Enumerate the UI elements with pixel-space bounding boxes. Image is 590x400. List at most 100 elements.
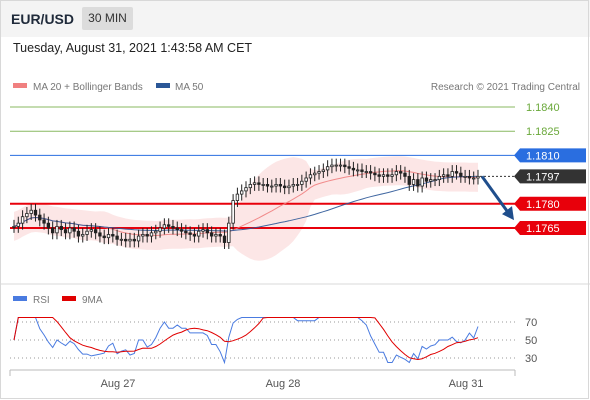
x-tick-aug-27: Aug 27 (101, 378, 136, 390)
price-label-1.1825: 1.1825 (526, 126, 560, 138)
candle-body (313, 172, 317, 176)
candle-body (450, 171, 454, 177)
candle-body (467, 175, 472, 179)
candle-body (403, 172, 407, 177)
candle-body (446, 174, 450, 177)
candle-body (429, 179, 433, 182)
candle-body (106, 234, 111, 239)
candle-body (257, 182, 261, 185)
candle-body (136, 235, 141, 242)
candle-body (377, 174, 381, 177)
candle-body (149, 232, 154, 237)
price-label-1.1810: 1.1810 (514, 148, 586, 163)
forecast-arrow-head (502, 206, 514, 221)
price-label-text: 1.1825 (526, 126, 560, 138)
candle-body (476, 175, 480, 179)
rsi-legend-label: RSI (33, 295, 50, 306)
candle-body (25, 213, 29, 218)
candle-body (141, 234, 145, 237)
candle-body (347, 166, 351, 169)
candle-body (175, 227, 179, 231)
price-label-text: 1.1797 (526, 171, 560, 183)
candle-body (85, 230, 89, 235)
candle-body (317, 171, 321, 174)
candle-body (454, 171, 459, 174)
candle-body (356, 169, 360, 172)
candle-body (420, 177, 424, 187)
candle-body (244, 187, 248, 192)
candle-body (227, 222, 231, 243)
candle-body (386, 174, 390, 177)
candle-body (373, 172, 377, 176)
rsi-ma-line (13, 317, 479, 361)
timestamp: Tuesday, August 31, 2021 1:43:58 AM CET (13, 41, 253, 55)
candle-body (459, 172, 463, 177)
candle-body (72, 227, 76, 232)
candle-body (16, 222, 20, 227)
bollinger-legend-label: MA 20 + Bollinger Bands (33, 82, 143, 93)
candle-body (360, 169, 364, 172)
price-label-1.1797: 1.1797 (514, 169, 586, 184)
ma50-legend-swatch (156, 83, 170, 88)
candle-body (55, 225, 59, 234)
candle-body (252, 182, 257, 185)
candle-body (338, 164, 343, 167)
candle-body (201, 229, 205, 232)
candle-body (433, 179, 437, 182)
candle-body (166, 224, 171, 227)
candle-body (46, 222, 51, 229)
candle-body (235, 193, 240, 201)
candle-body (93, 229, 98, 234)
candle-body (398, 171, 403, 174)
candle-body (33, 209, 38, 216)
candle-body (351, 167, 356, 171)
candle-body (308, 174, 313, 179)
candle-body (472, 177, 476, 180)
candle-body (261, 184, 265, 186)
candle-body (240, 190, 244, 195)
candle-body (12, 225, 16, 228)
timeframe-button[interactable]: 30 MIN (82, 7, 133, 30)
candle-body (63, 229, 68, 234)
candle-body (270, 185, 274, 188)
candle-body (231, 200, 235, 224)
price-label-box (514, 169, 586, 184)
candle-body (124, 238, 128, 242)
x-tick-aug-31: Aug 31 (449, 378, 484, 390)
candle-body (102, 235, 106, 239)
x-tick-aug-28: Aug 28 (266, 378, 301, 390)
candle-body (128, 238, 132, 242)
price-label-text: 1.1765 (526, 223, 560, 235)
candle-body (20, 216, 25, 224)
rsi-tick-70: 70 (525, 317, 537, 329)
candle-body (222, 235, 227, 243)
candle-body (390, 174, 394, 177)
candle-body (304, 177, 308, 182)
bollinger-legend-swatch (13, 83, 27, 88)
price-label-box (514, 221, 586, 235)
candle-body (42, 219, 46, 224)
candle-body (205, 229, 210, 234)
ma50-legend-label: MA 50 (175, 82, 204, 93)
candle-body (184, 230, 188, 234)
candle-body (162, 224, 167, 229)
candle-body (334, 164, 338, 167)
price-label-box (514, 196, 586, 211)
candle-body (265, 184, 270, 187)
candle-body (50, 227, 55, 234)
candle-body (407, 175, 411, 185)
candle-body (287, 185, 291, 189)
candle-body (295, 184, 300, 186)
candle-body (424, 177, 429, 182)
rsi-ma-legend-swatch (62, 296, 76, 301)
candle-body (394, 171, 399, 176)
candle-body (364, 171, 368, 173)
candle-body (154, 230, 158, 234)
candle-body (81, 234, 85, 237)
header-bar: EUR/USD 30 MIN (0, 0, 590, 37)
candle-body (132, 238, 136, 242)
rsi-legend-swatch (13, 296, 27, 301)
candle-body (158, 227, 162, 232)
candle-body (368, 171, 373, 174)
price-label-1.1780: 1.1780 (514, 196, 586, 211)
